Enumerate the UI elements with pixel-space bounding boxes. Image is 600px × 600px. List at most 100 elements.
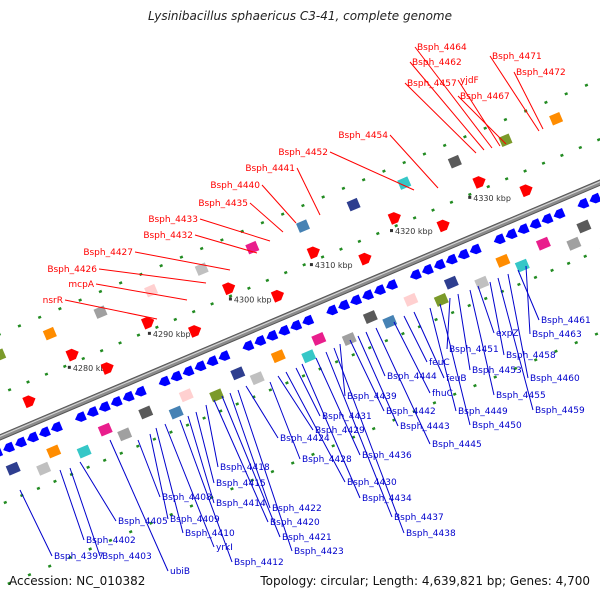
reverse-label: Bsph_4431 [322, 412, 372, 422]
guide-dash [135, 444, 140, 448]
reverse-label-leader [469, 289, 495, 396]
scale-label: 4310 kbp [315, 261, 353, 270]
reverse-label: Bsph_4453 [472, 366, 522, 376]
guide-dash [102, 458, 107, 462]
guide-dash [432, 401, 437, 405]
reverse-gene [158, 375, 171, 387]
reverse-gene [15, 436, 27, 448]
forward-label: Bsph_4462 [412, 58, 462, 68]
accession-text: Accession: NC_010382 [9, 574, 146, 588]
cog-block [168, 405, 184, 420]
cog-block [230, 366, 246, 381]
reverse-gene [302, 314, 315, 326]
guide-dash [533, 275, 538, 280]
reverse-label-leader [277, 375, 314, 431]
reverse-label: Bsph_4402 [86, 536, 136, 546]
reverse-gene [386, 279, 398, 290]
cog-block [498, 133, 513, 147]
guide-dash [578, 145, 583, 150]
forward-label: Bsph_4441 [245, 164, 295, 174]
scale-tick [468, 195, 472, 199]
reverse-gene [577, 197, 590, 209]
cog-block [76, 444, 92, 459]
reverse-gene [170, 370, 183, 382]
forward-gene [65, 348, 79, 362]
topology-text: Topology: circular; Length: 4,639,821 bp… [260, 574, 590, 588]
reverse-label: Bsph_4403 [102, 552, 152, 562]
reverse-label-leader [413, 311, 445, 379]
reverse-label-leader [457, 293, 471, 371]
reverse-label: ubiB [170, 567, 190, 577]
cog-block [549, 112, 564, 126]
cog-block [42, 326, 57, 341]
guide-dash [301, 374, 306, 378]
guide-dash [560, 153, 564, 158]
cog-block [443, 275, 459, 290]
reverse-gene [39, 426, 51, 438]
guide-dash [301, 203, 305, 208]
reverse-label-leader [213, 399, 269, 523]
guide-dash [53, 479, 57, 484]
reverse-label-leader [229, 392, 271, 509]
guide-dash [302, 263, 307, 267]
cog-block [403, 292, 419, 307]
guide-dash [191, 309, 196, 314]
guide-dash [541, 161, 546, 165]
cog-block [209, 388, 225, 403]
reverse-label-leader [221, 395, 281, 538]
forward-label-leader [329, 151, 415, 191]
guide-dash [228, 294, 233, 298]
reverse-label-leader [109, 439, 169, 572]
forward-label-leader [457, 95, 507, 145]
guide-dash [574, 340, 579, 345]
guide-dash [544, 100, 548, 105]
reverse-label: Bsph_4459 [535, 406, 585, 416]
reverse-label-leader [525, 265, 531, 335]
forward-label: Bsph_4457 [407, 79, 457, 89]
guide-dash [533, 358, 538, 362]
cog-block [474, 275, 490, 290]
guide-dash [504, 177, 509, 181]
cog-block [270, 349, 286, 364]
reverse-gene [290, 319, 303, 331]
reverse-gene [3, 441, 16, 453]
guide-dash [442, 143, 447, 148]
reverse-label-leader [79, 461, 117, 522]
forward-label-leader [513, 71, 544, 130]
cog-block [301, 349, 317, 364]
reverse-label: Bsph_4420 [270, 518, 320, 528]
reverse-label: Bsph_4405 [118, 517, 168, 527]
reverse-label-leader [59, 469, 85, 541]
guide-dash [384, 338, 389, 343]
guide-dash [483, 126, 488, 130]
reverse-label-leader [269, 381, 301, 460]
reverse-gene [493, 233, 506, 245]
reverse-label: feuC [429, 358, 450, 368]
cog-block [447, 154, 462, 169]
forward-label-leader [98, 268, 207, 284]
forward-label: Bsph_4471 [492, 52, 542, 62]
map-title: Lysinibacillus sphaericus C3-41, complet… [147, 9, 452, 23]
reverse-gene [194, 360, 207, 372]
reverse-gene [517, 223, 530, 234]
reverse-gene [434, 258, 446, 270]
guide-dash [47, 564, 52, 568]
reverse-label: Bsph_4410 [185, 529, 235, 539]
reverse-label-leader [149, 433, 169, 520]
guide-dash [357, 239, 362, 244]
guide-dash [7, 388, 12, 392]
label-leader-layer [19, 46, 544, 572]
reverse-label-leader [205, 404, 219, 468]
guide-dash [311, 452, 315, 457]
reverse-gene [374, 284, 386, 295]
reverse-label-leader [187, 415, 215, 504]
guide-dash [0, 332, 2, 336]
cog-block [362, 310, 378, 324]
guide-dash [189, 504, 194, 508]
forward-label: nsrR [43, 296, 63, 306]
cog-block [495, 253, 511, 268]
guide-dash [382, 169, 386, 173]
reverse-label: Bsph_4418 [220, 463, 270, 473]
reverse-label-leader [507, 273, 529, 379]
